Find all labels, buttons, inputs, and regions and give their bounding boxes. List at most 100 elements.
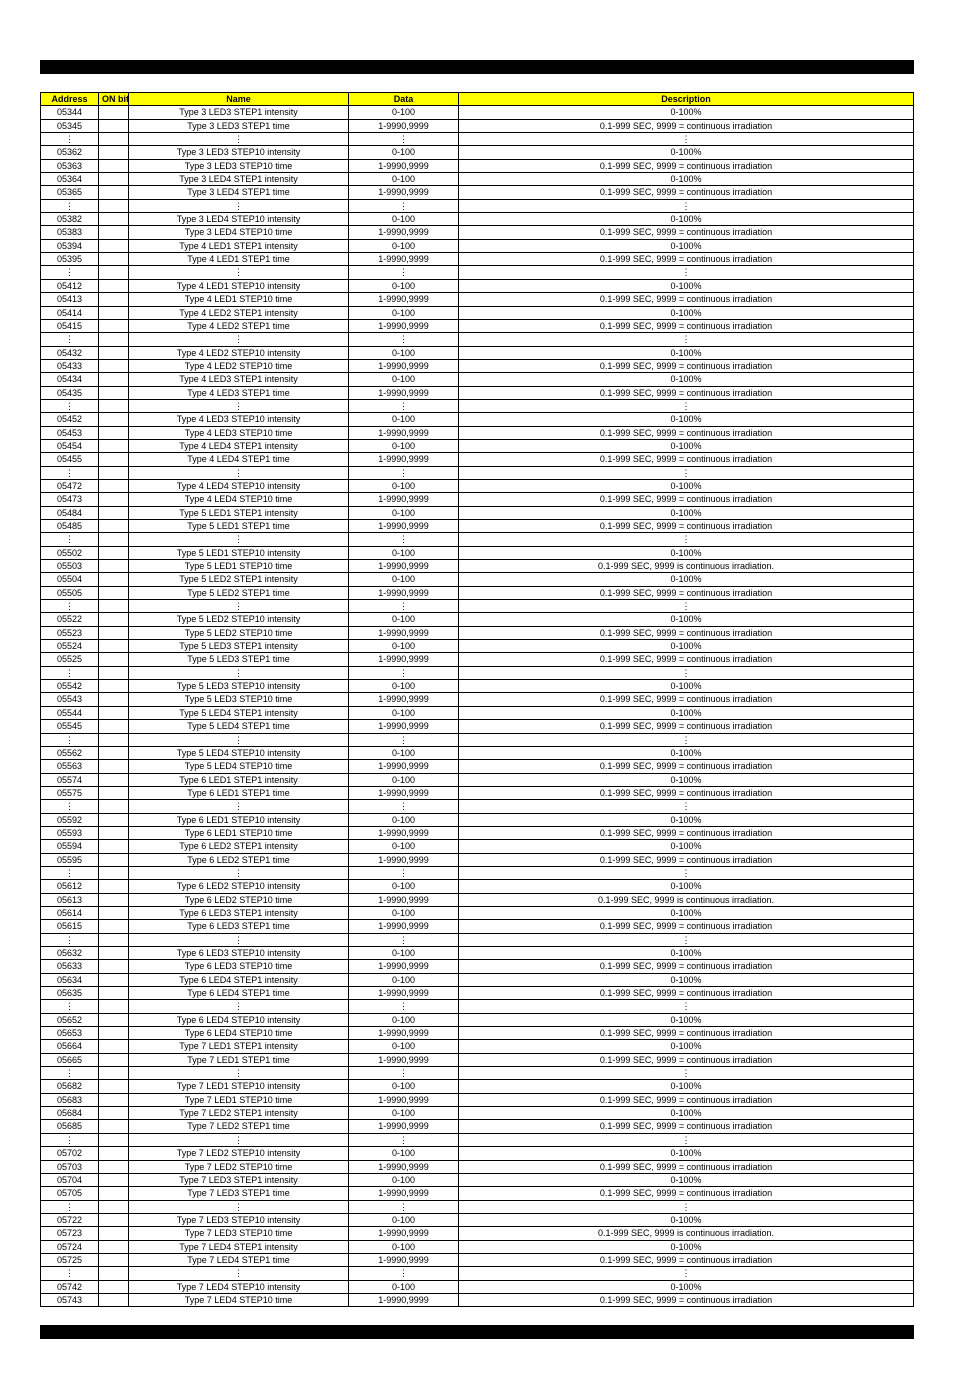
table-row: 05525Type 5 LED3 STEP1 time1-9990,99990.… xyxy=(41,653,914,666)
table-row: 05742Type 7 LED4 STEP10 intensity0-1000-… xyxy=(41,1280,914,1293)
table-cell: ⋮ xyxy=(459,133,914,146)
table-cell xyxy=(99,813,129,826)
table-cell: 0.1-999 SEC, 9999 = continuous irradiati… xyxy=(459,293,914,306)
table-row: ⋮⋮⋮⋮ xyxy=(41,933,914,946)
table-row: 05574Type 6 LED1 STEP1 intensity0-1000-1… xyxy=(41,773,914,786)
table-cell: ⋮ xyxy=(459,333,914,346)
table-cell xyxy=(99,840,129,853)
table-cell: Type 7 LED3 STEP10 intensity xyxy=(129,1213,349,1226)
table-cell: Type 4 LED2 STEP10 time xyxy=(129,359,349,372)
table-cell: ⋮ xyxy=(41,133,99,146)
table-cell: ⋮ xyxy=(129,333,349,346)
table-cell: Type 5 LED1 STEP1 time xyxy=(129,520,349,533)
table-row: 05615Type 6 LED3 STEP1 time1-9990,99990.… xyxy=(41,920,914,933)
table-cell: Type 4 LED4 STEP1 time xyxy=(129,453,349,466)
table-cell: ⋮ xyxy=(349,199,459,212)
table-cell: ⋮ xyxy=(41,800,99,813)
table-cell: 05702 xyxy=(41,1147,99,1160)
table-cell: Type 6 LED4 STEP10 time xyxy=(129,1027,349,1040)
table-cell: Type 7 LED3 STEP1 intensity xyxy=(129,1173,349,1186)
table-cell: 1-9990,9999 xyxy=(349,1187,459,1200)
table-cell xyxy=(99,680,129,693)
table-cell: 1-9990,9999 xyxy=(349,1027,459,1040)
table-cell: ⋮ xyxy=(349,133,459,146)
table-cell xyxy=(99,720,129,733)
table-cell: Type 5 LED1 STEP1 intensity xyxy=(129,506,349,519)
table-cell: ⋮ xyxy=(349,1267,459,1280)
table-cell: 1-9990,9999 xyxy=(349,1093,459,1106)
table-cell: Type 6 LED3 STEP10 time xyxy=(129,960,349,973)
table-cell: 0-100% xyxy=(459,1213,914,1226)
table-cell xyxy=(99,746,129,759)
table-cell: 0-100% xyxy=(459,279,914,292)
table-cell: 0.1-999 SEC, 9999 = continuous irradiati… xyxy=(459,626,914,639)
table-cell: 05722 xyxy=(41,1213,99,1226)
table-cell: ⋮ xyxy=(129,1200,349,1213)
table-cell: 1-9990,9999 xyxy=(349,1293,459,1306)
table-cell xyxy=(99,1267,129,1280)
table-cell: 0.1-999 SEC, 9999 = continuous irradiati… xyxy=(459,1120,914,1133)
table-cell: Type 4 LED3 STEP10 time xyxy=(129,426,349,439)
table-row: 05503Type 5 LED1 STEP10 time1-9990,99990… xyxy=(41,560,914,573)
table-cell: Type 6 LED1 STEP10 intensity xyxy=(129,813,349,826)
table-cell: Type 3 LED3 STEP1 time xyxy=(129,119,349,132)
table-cell: 1-9990,9999 xyxy=(349,359,459,372)
table-row: 05543Type 5 LED3 STEP10 time1-9990,99990… xyxy=(41,693,914,706)
table-cell: ⋮ xyxy=(129,666,349,679)
table-cell: 05415 xyxy=(41,319,99,332)
table-cell: Type 4 LED1 STEP10 time xyxy=(129,293,349,306)
table-row: 05684Type 7 LED2 STEP1 intensity0-1000-1… xyxy=(41,1107,914,1120)
table-cell: 05412 xyxy=(41,279,99,292)
table-cell: Type 5 LED3 STEP1 time xyxy=(129,653,349,666)
table-cell: Type 4 LED2 STEP1 intensity xyxy=(129,306,349,319)
table-cell: 0.1-999 SEC, 9999 = continuous irradiati… xyxy=(459,1093,914,1106)
table-cell: 1-9990,9999 xyxy=(349,319,459,332)
table-cell: 05505 xyxy=(41,586,99,599)
table-cell: 05364 xyxy=(41,173,99,186)
table-row: 05575Type 6 LED1 STEP1 time1-9990,99990.… xyxy=(41,786,914,799)
table-cell: 0.1-999 SEC, 9999 = continuous irradiati… xyxy=(459,1187,914,1200)
table-cell xyxy=(99,386,129,399)
table-cell xyxy=(99,693,129,706)
table-cell xyxy=(99,1093,129,1106)
table-cell: 0-100 xyxy=(349,1040,459,1053)
table-cell: 05383 xyxy=(41,226,99,239)
table-cell xyxy=(99,973,129,986)
table-cell: 0.1-999 SEC, 9999 = continuous irradiati… xyxy=(459,853,914,866)
table-cell xyxy=(99,906,129,919)
table-cell: 05394 xyxy=(41,239,99,252)
table-cell: 0-100 xyxy=(349,346,459,359)
table-cell xyxy=(99,987,129,1000)
table-cell: Type 5 LED2 STEP10 intensity xyxy=(129,613,349,626)
table-cell xyxy=(99,466,129,479)
table-cell: 1-9990,9999 xyxy=(349,693,459,706)
table-row: 05685Type 7 LED2 STEP1 time1-9990,99990.… xyxy=(41,1120,914,1133)
table-cell: 1-9990,9999 xyxy=(349,186,459,199)
table-cell: 1-9990,9999 xyxy=(349,1053,459,1066)
table-cell: ⋮ xyxy=(129,533,349,546)
table-cell: 05725 xyxy=(41,1253,99,1266)
table-cell xyxy=(99,173,129,186)
table-cell xyxy=(99,666,129,679)
table-cell xyxy=(99,226,129,239)
table-cell xyxy=(99,800,129,813)
table-cell: ⋮ xyxy=(129,1133,349,1146)
table-cell: 1-9990,9999 xyxy=(349,159,459,172)
table-cell xyxy=(99,947,129,960)
table-cell: ⋮ xyxy=(41,1267,99,1280)
table-row: 05344Type 3 LED3 STEP1 intensity0-1000-1… xyxy=(41,106,914,119)
table-cell xyxy=(99,773,129,786)
table-cell: ⋮ xyxy=(459,1200,914,1213)
table-row: ⋮⋮⋮⋮ xyxy=(41,666,914,679)
table-row: 05502Type 5 LED1 STEP10 intensity0-1000-… xyxy=(41,546,914,559)
table-cell: 0.1-999 SEC, 9999 is continuous irradiat… xyxy=(459,1227,914,1240)
table-cell: ⋮ xyxy=(349,733,459,746)
table-cell: Type 7 LED3 STEP10 time xyxy=(129,1227,349,1240)
table-row: 05394Type 4 LED1 STEP1 intensity0-1000-1… xyxy=(41,239,914,252)
table-row: ⋮⋮⋮⋮ xyxy=(41,800,914,813)
table-cell: ⋮ xyxy=(349,666,459,679)
table-cell: 1-9990,9999 xyxy=(349,520,459,533)
table-cell: ⋮ xyxy=(129,1067,349,1080)
table-cell: 05664 xyxy=(41,1040,99,1053)
table-cell: 05453 xyxy=(41,426,99,439)
